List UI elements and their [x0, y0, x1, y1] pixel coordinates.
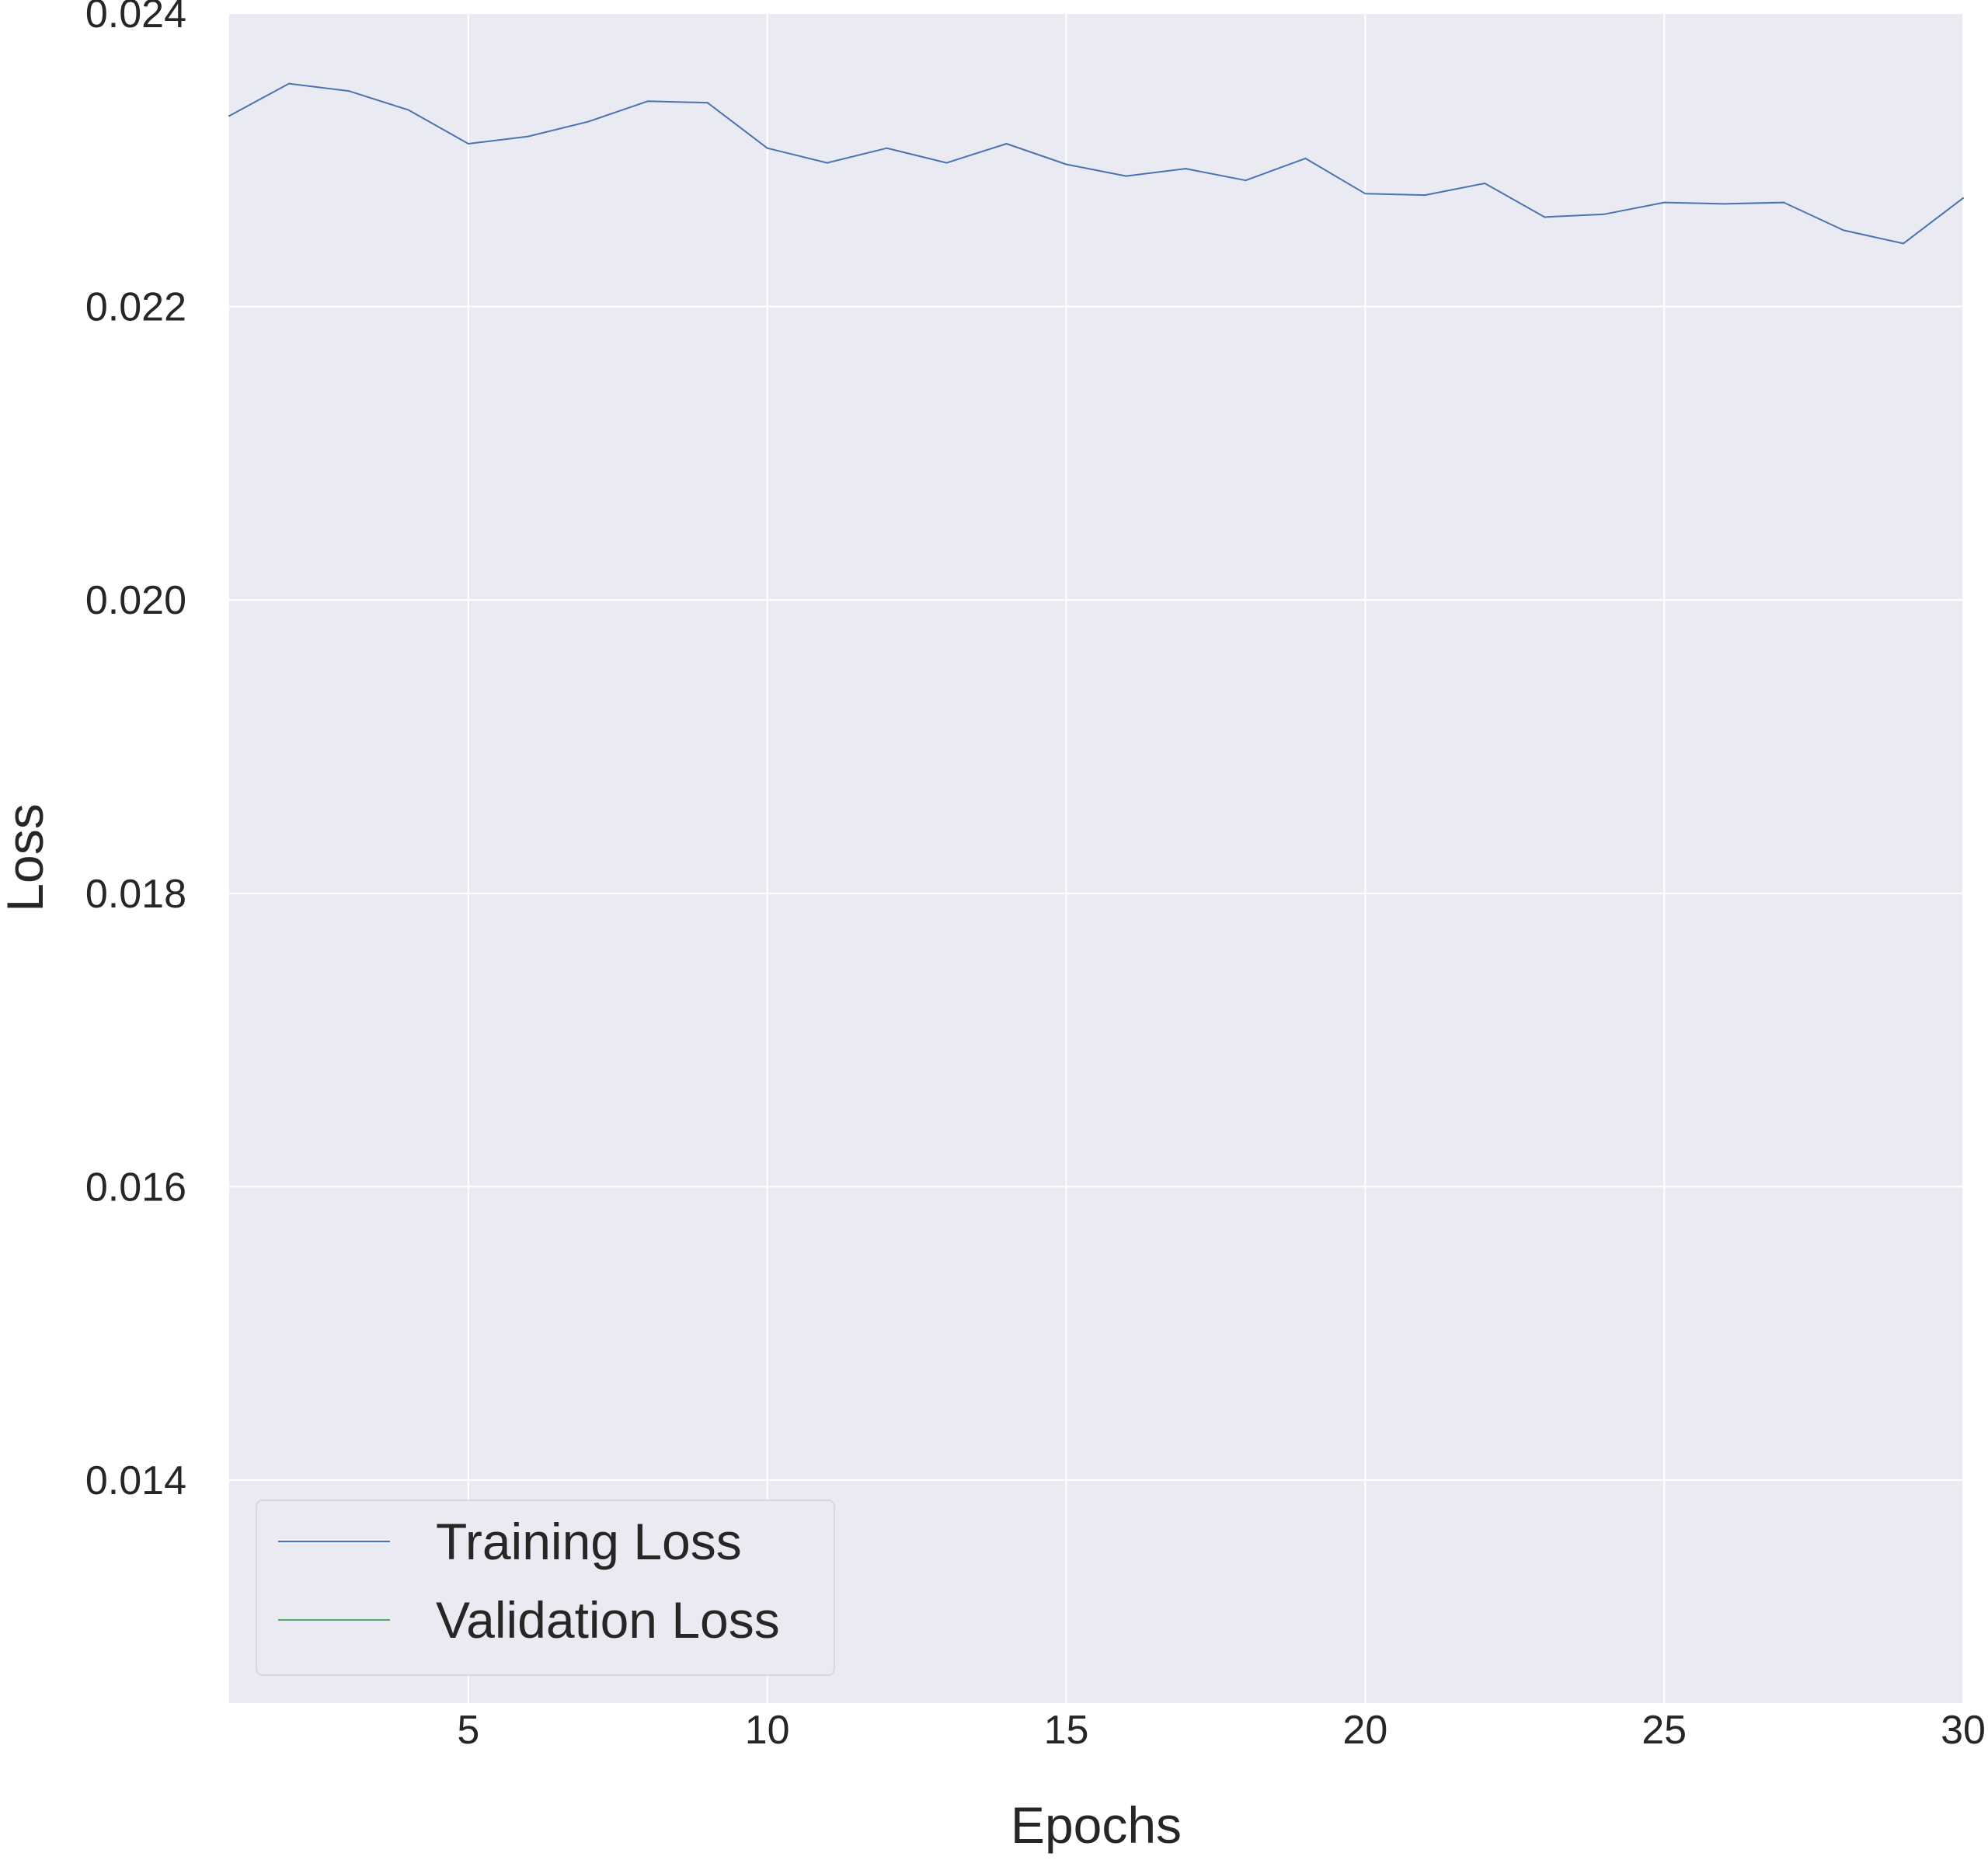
data-point-training-loss [1603, 213, 1606, 215]
data-point-training-loss [1245, 179, 1247, 182]
data-point-training-loss [1065, 163, 1067, 165]
y-tick-label: 0.014 [85, 1458, 186, 1503]
data-point-training-loss [1185, 168, 1187, 170]
data-point-training-loss [1843, 229, 1845, 232]
series-layer [228, 82, 1964, 245]
data-point-training-loss [1723, 203, 1725, 205]
y-tick-label: 0.016 [85, 1165, 186, 1210]
data-point-training-loss [287, 82, 290, 85]
data-point-training-loss [1962, 197, 1964, 199]
data-point-training-loss [766, 147, 768, 149]
series-line-training-loss [228, 82, 1964, 245]
data-point-training-loss [467, 143, 469, 145]
data-point-training-loss [1125, 175, 1127, 177]
data-point-training-loss [228, 115, 230, 117]
plot-area [229, 13, 1963, 1703]
data-point-training-loss [1364, 193, 1367, 195]
data-point-training-loss [347, 90, 350, 92]
legend: Training Loss Validation Loss [256, 1499, 835, 1676]
legend-label-training-loss: Training Loss [436, 1513, 742, 1570]
x-tick-label: 10 [745, 1708, 790, 1753]
data-point-training-loss [1663, 201, 1666, 204]
data-point-training-loss [1005, 143, 1008, 145]
data-point-training-loss [1304, 157, 1307, 159]
y-tick-label: 0.020 [85, 578, 186, 623]
x-tick-label: 20 [1342, 1708, 1387, 1753]
y-tick-label: 0.024 [85, 0, 186, 37]
data-point-training-loss [1903, 242, 1905, 245]
y-tick-label: 0.022 [85, 285, 186, 330]
data-point-training-loss [646, 100, 649, 103]
data-point-training-loss [1783, 201, 1785, 204]
data-point-training-loss [826, 162, 828, 164]
x-axis-label: Epochs [1011, 1796, 1182, 1854]
data-point-training-loss [1484, 183, 1486, 185]
x-tick-labels: 5 10 15 20 25 30 [457, 1708, 1986, 1753]
x-tick-label: 25 [1642, 1708, 1687, 1753]
y-tick-labels: 0.014 0.016 0.018 0.020 0.022 0.024 [85, 0, 186, 1503]
data-point-training-loss [527, 135, 529, 138]
x-tick-label: 30 [1941, 1708, 1986, 1753]
data-point-training-loss [886, 147, 888, 149]
x-tick-label: 5 [457, 1708, 479, 1753]
data-point-training-loss [706, 102, 709, 104]
x-tick-label: 15 [1044, 1708, 1089, 1753]
y-tick-label: 0.018 [85, 872, 186, 917]
legend-box [256, 1499, 835, 1676]
legend-label-validation-loss: Validation Loss [436, 1591, 780, 1649]
data-point-training-loss [1424, 194, 1426, 197]
grid-lines [229, 12, 1964, 1703]
data-point-training-loss [1544, 216, 1546, 218]
y-axis-label: Loss [0, 803, 54, 911]
data-point-training-loss [407, 109, 409, 111]
data-point-training-loss [587, 120, 589, 123]
data-point-training-loss [945, 162, 948, 164]
